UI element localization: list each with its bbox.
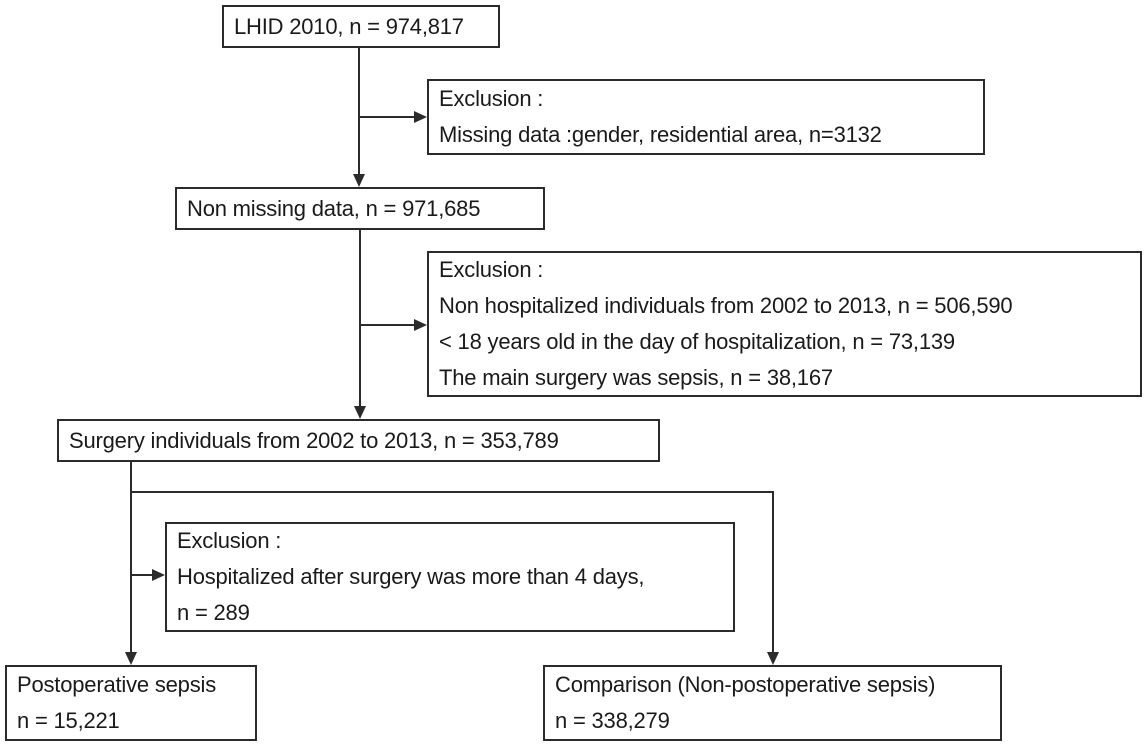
exclusion2-detail-1: Non hospitalized individuals from 2002 t… <box>439 293 1013 318</box>
exclusion3-heading: Exclusion : <box>177 528 282 553</box>
exclusion2-detail-2: < 18 years old in the day of hospitaliza… <box>439 329 955 354</box>
connector-surgery-to-comparison-vline <box>772 491 774 653</box>
exclusion2-heading: Exclusion : <box>439 257 544 282</box>
node-non-missing-data-label: Non missing data, n = 971,685 <box>187 195 481 221</box>
connector-to-exclusion3-arrowhead-icon <box>152 569 165 581</box>
comparison-count: n = 338,279 <box>555 708 670 733</box>
connector-lhid-to-nonmissing-line <box>358 48 360 175</box>
connector-to-exclusion1-line <box>359 116 415 118</box>
connector-surgery-to-postoperative-line <box>130 462 132 653</box>
connector-to-exclusion3-line <box>131 574 153 576</box>
connector-to-exclusion2-arrowhead-icon <box>414 319 427 331</box>
comparison-label: Comparison (Non-postoperative sepsis) <box>555 672 936 697</box>
exclusion3-detail: Hospitalized after surgery was more than… <box>177 564 645 589</box>
postoperative-label: Postoperative sepsis <box>17 672 216 697</box>
node-comparison-group: Comparison (Non-postoperative sepsis) n … <box>543 665 1002 741</box>
node-exclusion-long-stay: Exclusion : Hospitalized after surgery w… <box>165 522 735 632</box>
postoperative-count: n = 15,221 <box>17 708 120 733</box>
exclusion1-heading: Exclusion : <box>439 86 544 111</box>
node-surgery-individuals-label: Surgery individuals from 2002 to 2013, n… <box>69 427 559 453</box>
connector-to-exclusion2-line <box>360 324 415 326</box>
node-lhid-cohort-label: LHID 2010, n = 974,817 <box>234 13 464 39</box>
connector-lhid-to-nonmissing-arrowhead-icon <box>353 174 365 187</box>
connector-surgery-to-postoperative-arrowhead-icon <box>125 652 137 665</box>
node-surgery-individuals: Surgery individuals from 2002 to 2013, n… <box>57 419 660 462</box>
node-postoperative-sepsis: Postoperative sepsis n = 15,221 <box>5 665 257 741</box>
exclusion3-count: n = 289 <box>177 600 250 625</box>
exclusion2-detail-3: The main surgery was sepsis, n = 38,167 <box>439 365 833 390</box>
node-non-missing-data: Non missing data, n = 971,685 <box>175 187 545 230</box>
node-exclusion-missing-data: Exclusion : Missing data :gender, reside… <box>427 79 985 155</box>
exclusion1-detail: Missing data :gender, residential area, … <box>439 122 882 147</box>
connector-nonmissing-to-surgery-line <box>359 230 361 407</box>
connector-surgery-to-comparison-hline <box>131 491 774 493</box>
connector-to-exclusion1-arrowhead-icon <box>414 111 427 123</box>
node-lhid-cohort: LHID 2010, n = 974,817 <box>222 5 500 48</box>
node-exclusion-hospitalization: Exclusion : Non hospitalized individuals… <box>427 251 1142 397</box>
connector-surgery-to-comparison-arrowhead-icon <box>767 652 779 665</box>
connector-nonmissing-to-surgery-arrowhead-icon <box>354 406 366 419</box>
